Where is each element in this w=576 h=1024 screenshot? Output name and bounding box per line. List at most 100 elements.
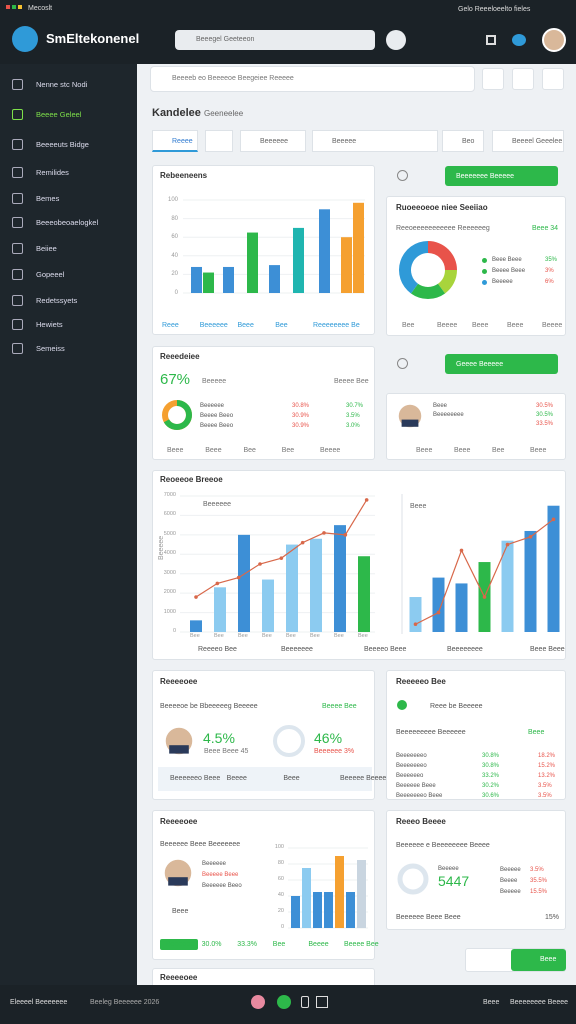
footer-item: Beee [283,775,300,782]
primary-button[interactable] [511,949,566,971]
y-tick-label: 20 [171,271,178,278]
bar [313,892,322,928]
label: Beeeeoe be Bbeeeeeg Beeeee [160,703,258,710]
search-box[interactable] [175,30,375,50]
nav-icon[interactable] [12,167,23,178]
footer-item: Beeeeo Beee [364,646,407,653]
label: Beeeeee 3% [314,748,355,755]
user-avatar[interactable] [542,28,566,52]
card-title: Rebeeneens [160,171,208,180]
nav-icon[interactable] [12,217,23,228]
tab[interactable] [442,130,484,152]
label: 18.2% [538,753,556,759]
line-point [215,581,220,586]
nav-icon[interactable] [12,193,23,204]
tab[interactable] [240,130,306,152]
footer-item: Beeeeee [166,941,195,948]
label: Mecoslt [28,5,53,12]
nav-item: Semeiss [36,344,65,353]
y-tick-label: 4000 [163,550,176,557]
bar [191,266,202,293]
toolbar-button[interactable] [542,68,564,90]
toolbar-button[interactable] [482,68,504,90]
nav-icon[interactable] [12,79,23,90]
footer-item: Reeeeeeee Be [313,322,360,329]
x-tick-label: Bee [262,633,272,639]
page-title: Kandelee [152,107,201,119]
nav-item: Hewiets [36,320,63,329]
nav-icon[interactable] [12,295,23,306]
avatar-body [169,745,189,754]
label: Eleeeel Beeeeeee [10,999,68,1006]
icon-sync[interactable] [512,34,526,46]
nav-icon[interactable] [12,109,23,120]
tab[interactable] [152,130,198,152]
gauge-arc [163,400,192,430]
y-tick-label: 0 [174,290,178,296]
label: 13.2% [538,773,556,779]
label: 3.5% [538,783,552,789]
label: Beeee Bee [322,703,357,710]
bar [358,556,370,632]
tab-label: Beo [462,138,475,145]
footer-item: Beee [237,322,254,329]
nav-icon[interactable] [12,139,23,150]
tab[interactable] [312,130,438,152]
profile-button[interactable] [445,354,558,374]
legend-dot [482,280,487,285]
status-icon[interactable] [251,995,265,1009]
footer-item: Beeee [320,447,341,454]
nav-item: Beeeeuts Bidge [36,140,89,149]
icon-grid[interactable] [486,35,496,45]
status-icon[interactable] [277,995,291,1009]
legend-dot [482,269,487,274]
footer-item: Beee [205,447,222,454]
radio[interactable] [397,170,408,181]
status-icon[interactable] [301,996,309,1008]
label: Beeee Beeo [200,423,234,429]
label: 30.2% [482,783,500,789]
nav-icon[interactable] [12,243,23,254]
label: 35.5% [530,878,548,884]
nav-item: Beeeobeoaelogkel [36,218,99,227]
footer-item: Beeeeeee [281,646,313,653]
radio[interactable] [397,358,408,369]
card-title: Reeeeeo Bee [396,677,446,686]
revenue-card [152,165,375,335]
card-title: Ruoeeoeoe niee Seeiiao [396,203,488,212]
footer-item: Reee [162,322,179,329]
tab-icon[interactable] [205,130,233,152]
footer-item: Beee [416,447,433,454]
tab-label: Reeee [172,138,193,145]
footer-item: Beee [530,447,547,454]
label: Beeeeeeeo [396,763,427,769]
search-button[interactable] [386,30,406,50]
bar [310,538,322,632]
donut-segment [410,283,446,300]
label: 30.7% [346,403,364,409]
label: 3.0% [346,423,360,429]
toolbar-button[interactable] [512,68,534,90]
search-bar[interactable] [150,66,475,92]
bar [286,544,298,632]
nav-icon[interactable] [12,343,23,354]
nav-icon[interactable] [12,269,23,280]
nav-item: Gopeeel [36,270,65,279]
footer-item: Beeeee Beeeee [340,775,391,782]
y-tick-label: 40 [277,892,284,898]
donut-segment [428,241,457,270]
label: 33.2% [482,773,500,779]
nav-icon[interactable] [12,319,23,330]
status-icon[interactable] [316,996,328,1008]
label: 30.9% [292,423,310,429]
label: Beeleg Beeeeee 2026 [90,999,160,1006]
label: 30.5% [536,412,554,418]
bar [214,587,226,632]
tab[interactable] [492,130,564,152]
share-button[interactable] [445,166,558,186]
bar [291,896,300,928]
x-tick-label: Bee [238,633,248,639]
donut-segment [437,270,457,294]
y-tick-label: 1000 [163,608,176,615]
bar [302,868,311,928]
